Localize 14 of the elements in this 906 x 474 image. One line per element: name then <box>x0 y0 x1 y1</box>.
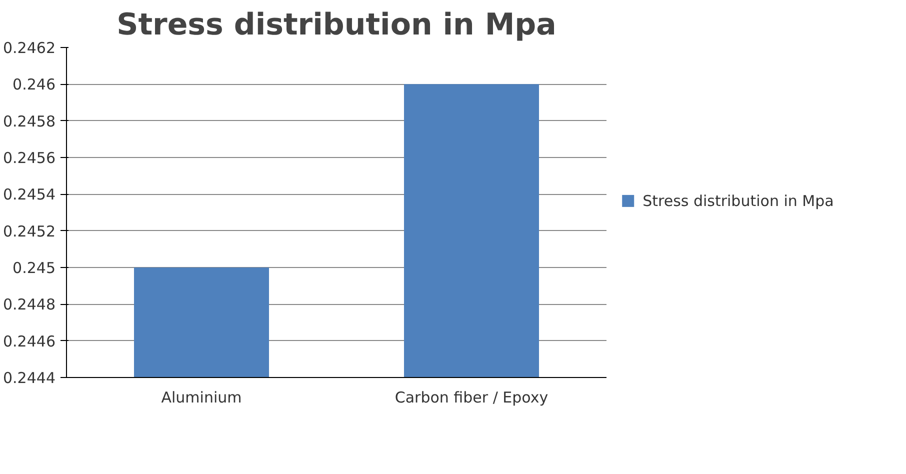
y-tick-label: 0.2456 <box>3 149 56 167</box>
y-tick-label: 0.2458 <box>3 112 56 130</box>
y-tick-label: 0.2446 <box>3 332 56 350</box>
y-tick-label: 0.2454 <box>3 186 56 204</box>
y-tick-label: 0.246 <box>12 76 56 94</box>
legend-label: Stress distribution in Mpa <box>642 192 834 210</box>
y-tick-label: 0.2444 <box>3 369 56 387</box>
y-tick-label: 0.2462 <box>3 39 56 57</box>
y-tick-label: 0.245 <box>12 259 56 277</box>
y-tick-label: 0.2452 <box>3 222 56 240</box>
x-tick-label: Aluminium <box>161 388 242 406</box>
y-tick-label: 0.2448 <box>3 296 56 314</box>
chart-title: Stress distribution in Mpa <box>116 8 556 42</box>
x-tick-label: Carbon fiber / Epoxy <box>394 388 548 406</box>
